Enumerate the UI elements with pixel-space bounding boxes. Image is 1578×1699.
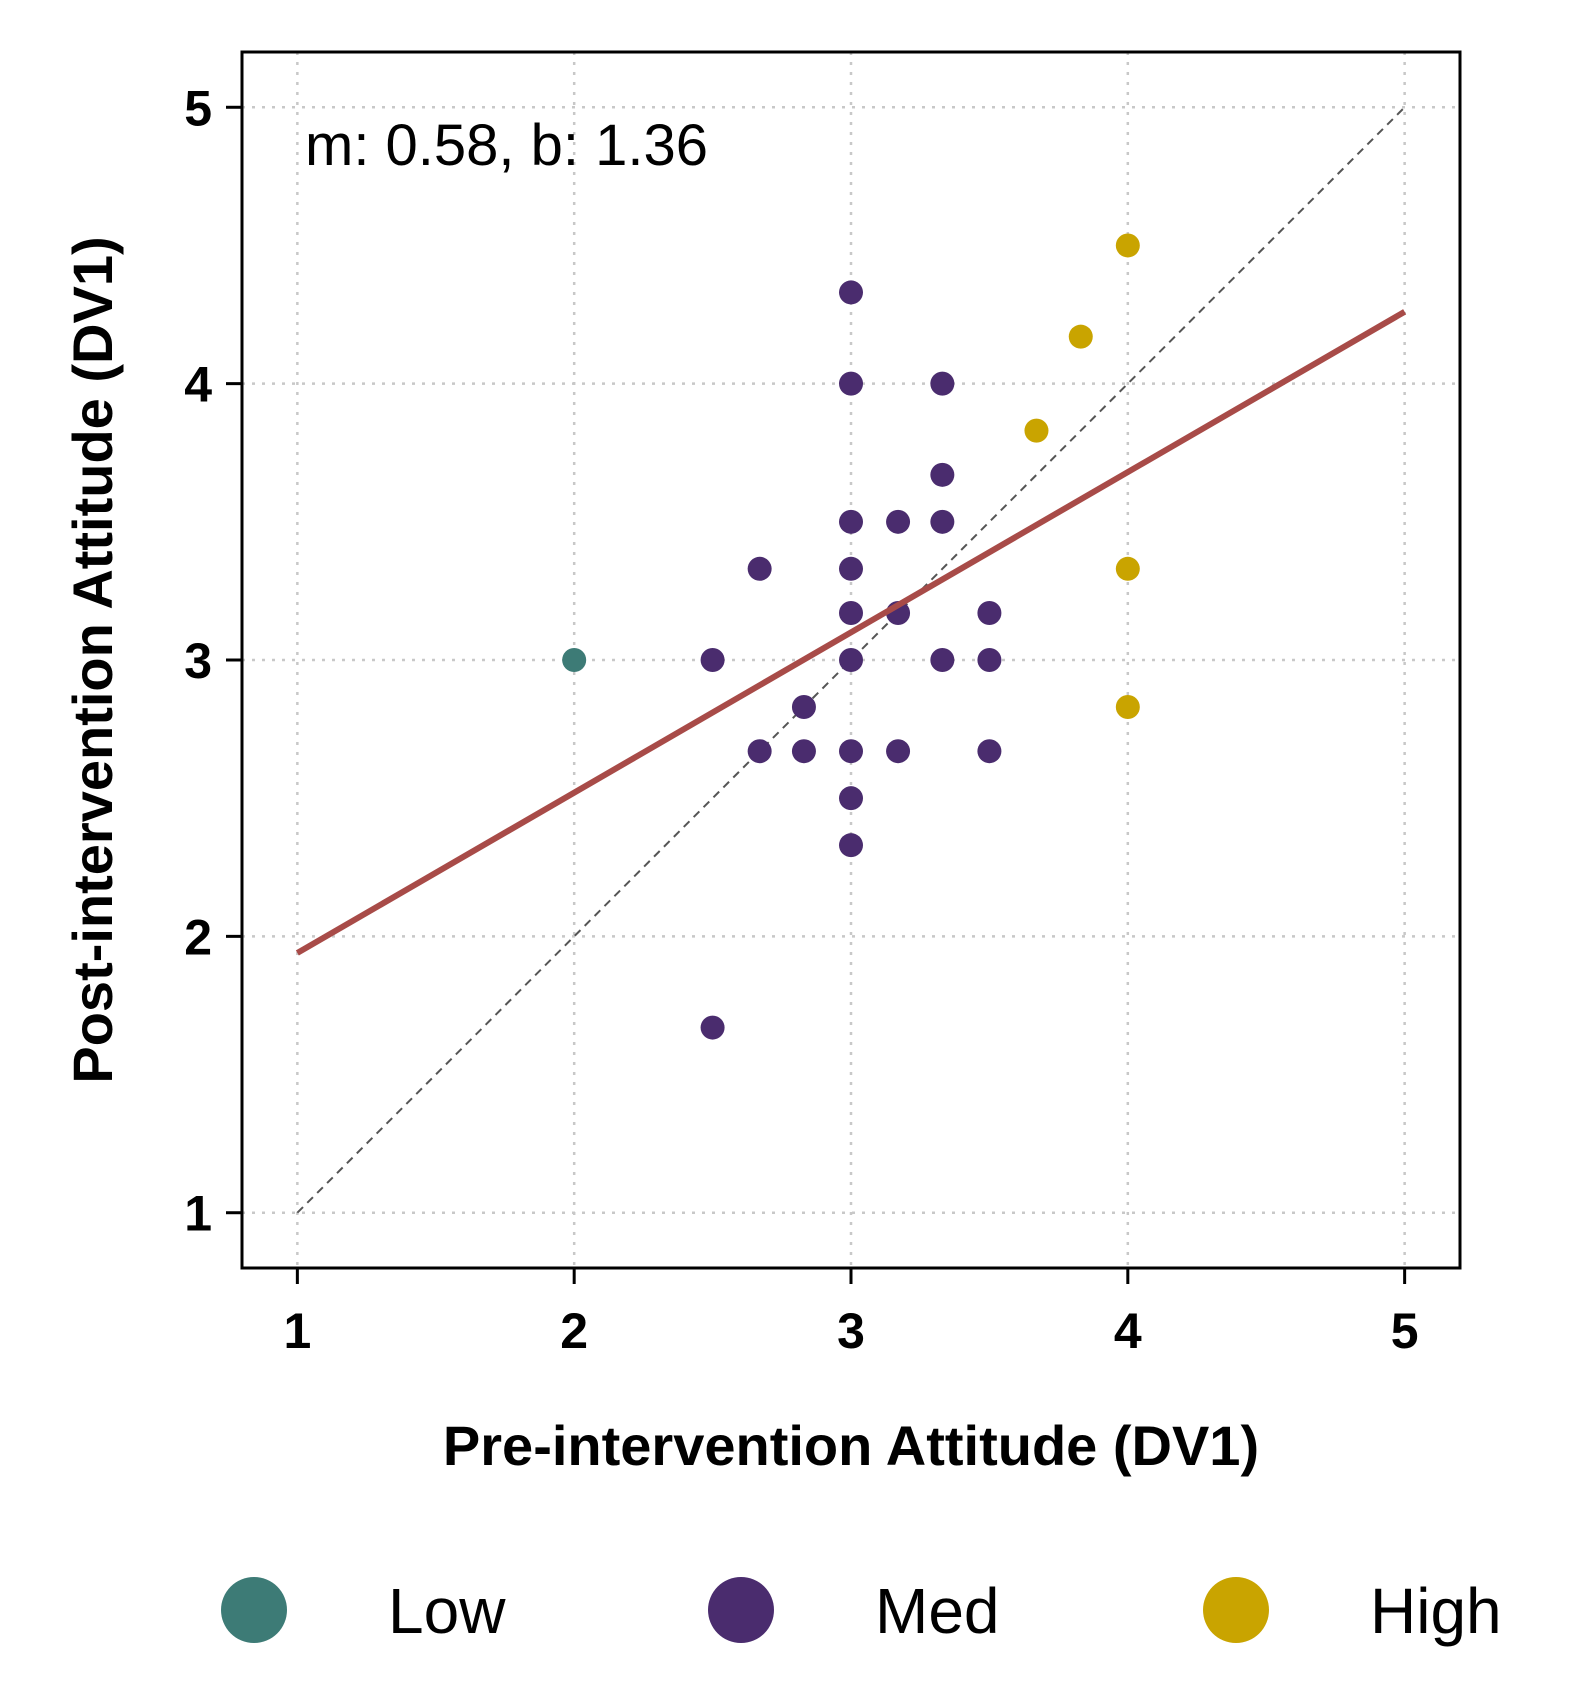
data-point-med [747, 739, 772, 764]
data-point-med [839, 556, 863, 581]
data-point-med [839, 280, 863, 305]
data-point-med [930, 509, 955, 534]
y-tick-label: 5 [184, 80, 212, 136]
data-point-med [886, 509, 911, 534]
data-point-low [562, 648, 587, 672]
data-point-med [977, 648, 1002, 672]
legend-label-med: Med [875, 1575, 1000, 1647]
data-points [562, 233, 1140, 1040]
reference-lines [296, 106, 1406, 1214]
fit-line-layer [295, 309, 1407, 956]
data-point-med [930, 371, 955, 396]
data-point-high [1115, 694, 1140, 719]
data-point-high [1115, 233, 1140, 258]
data-point-med [839, 509, 863, 534]
x-tick-label: 3 [837, 1303, 865, 1359]
legend: Low Med High [221, 1575, 1502, 1647]
data-point-high [1068, 324, 1093, 349]
data-point-med [977, 739, 1002, 764]
data-point-med [839, 601, 863, 626]
data-point-med [839, 648, 863, 672]
data-point-med [700, 648, 725, 672]
x-tick-label: 1 [283, 1303, 311, 1359]
data-point-med [977, 601, 1002, 626]
x-axis-title: Pre-intervention Attitude (DV1) [443, 1414, 1259, 1477]
fit-annotation: m: 0.58, b: 1.36 [305, 113, 708, 178]
legend-label-high: High [1370, 1575, 1502, 1647]
legend-marker-med [708, 1577, 774, 1643]
y-tick-label: 4 [184, 357, 212, 413]
data-point-med [839, 371, 863, 396]
legend-label-low: Low [388, 1575, 506, 1647]
legend-marker-low [221, 1577, 287, 1643]
data-point-med [886, 739, 911, 764]
axis-ticks: 1 2 3 4 5 1 2 3 4 5 [184, 80, 1418, 1359]
x-tick-label: 2 [560, 1303, 588, 1359]
y-tick-label: 2 [184, 909, 212, 965]
data-point-med [700, 1015, 725, 1040]
y-tick-label: 1 [184, 1186, 212, 1242]
data-point-med [839, 739, 863, 764]
x-tick-label: 4 [1114, 1303, 1142, 1359]
data-point-high [1024, 418, 1049, 443]
regression-line [295, 309, 1407, 956]
x-tick-label: 5 [1391, 1303, 1419, 1359]
data-point-med [930, 648, 955, 672]
data-point-med [839, 833, 863, 858]
data-point-med [930, 462, 955, 487]
y-axis-title: Post-intervention Attitude (DV1) [61, 236, 124, 1083]
y-tick-label: 3 [184, 633, 212, 689]
data-point-med [839, 786, 863, 811]
data-point-high [1115, 556, 1140, 581]
identity-line [296, 106, 1406, 1214]
legend-marker-high [1203, 1577, 1269, 1643]
data-point-med [747, 556, 772, 581]
data-point-med [791, 694, 816, 719]
data-point-med [791, 739, 816, 764]
